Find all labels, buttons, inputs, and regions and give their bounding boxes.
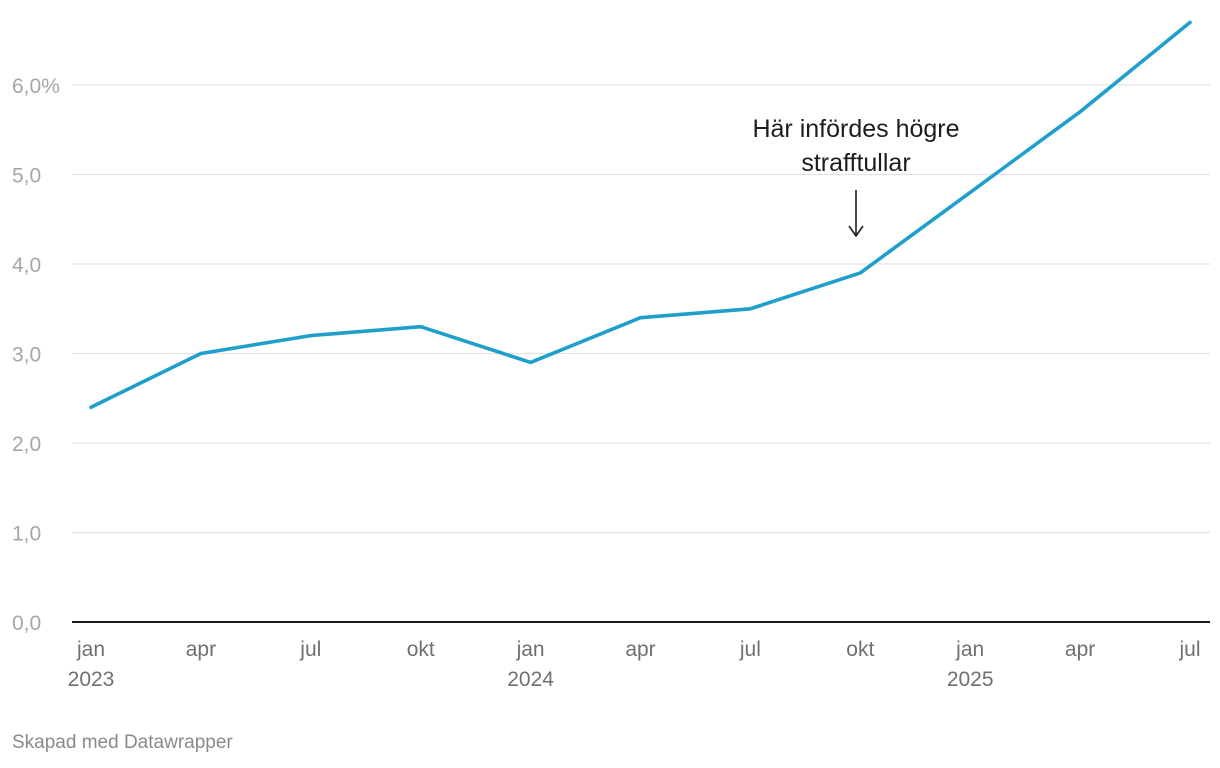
x-tick-label-month: jan xyxy=(516,638,545,661)
y-tick-label: 3,0 xyxy=(12,344,41,367)
x-tick-label-month: apr xyxy=(1065,638,1095,661)
x-tick-label-month: apr xyxy=(186,638,216,661)
annotation-text-line-1: Här infördes högre xyxy=(752,115,959,143)
series-layer xyxy=(89,20,1192,410)
y-tick-label: 6,0% xyxy=(12,75,60,98)
y-tick-label: 0,0 xyxy=(12,612,41,635)
annotation-arrow-icon xyxy=(848,190,864,238)
x-tick-label-month: jan xyxy=(76,638,105,661)
annotation-group: Här infördes högre strafftullar xyxy=(752,115,960,238)
grid-lines xyxy=(72,84,1210,623)
x-tick-label-year: 2025 xyxy=(947,668,994,691)
y-tick-label: 2,0 xyxy=(12,433,41,456)
x-tick-label-month: okt xyxy=(407,638,435,661)
annotation-text-line-2: strafftullar xyxy=(801,149,910,177)
y-axis-ticks: 0,0 1,0 2,0 3,0 4,0 5,0 6,0% xyxy=(12,75,60,635)
x-tick-label-month: okt xyxy=(846,638,874,661)
y-tick-label: 5,0 xyxy=(12,165,41,188)
x-tick-label-month: apr xyxy=(625,638,655,661)
x-tick-label-year: 2023 xyxy=(68,668,115,691)
y-tick-label: 1,0 xyxy=(12,523,41,546)
series-line xyxy=(89,20,1192,410)
x-axis-ticks: jan 2023 apr jul okt jan 2024 apr jul okt jan 2025 a… xyxy=(68,638,1201,691)
footer-credit: Skapad med Datawrapper xyxy=(12,732,233,753)
x-tick-label-month: jul xyxy=(739,638,761,661)
x-tick-label-month: jul xyxy=(299,638,321,661)
x-tick-label-month: jul xyxy=(1178,638,1200,661)
x-tick-label-month: jan xyxy=(955,638,984,661)
x-tick-label-year: 2024 xyxy=(507,668,554,691)
y-tick-label: 4,0 xyxy=(12,254,41,277)
